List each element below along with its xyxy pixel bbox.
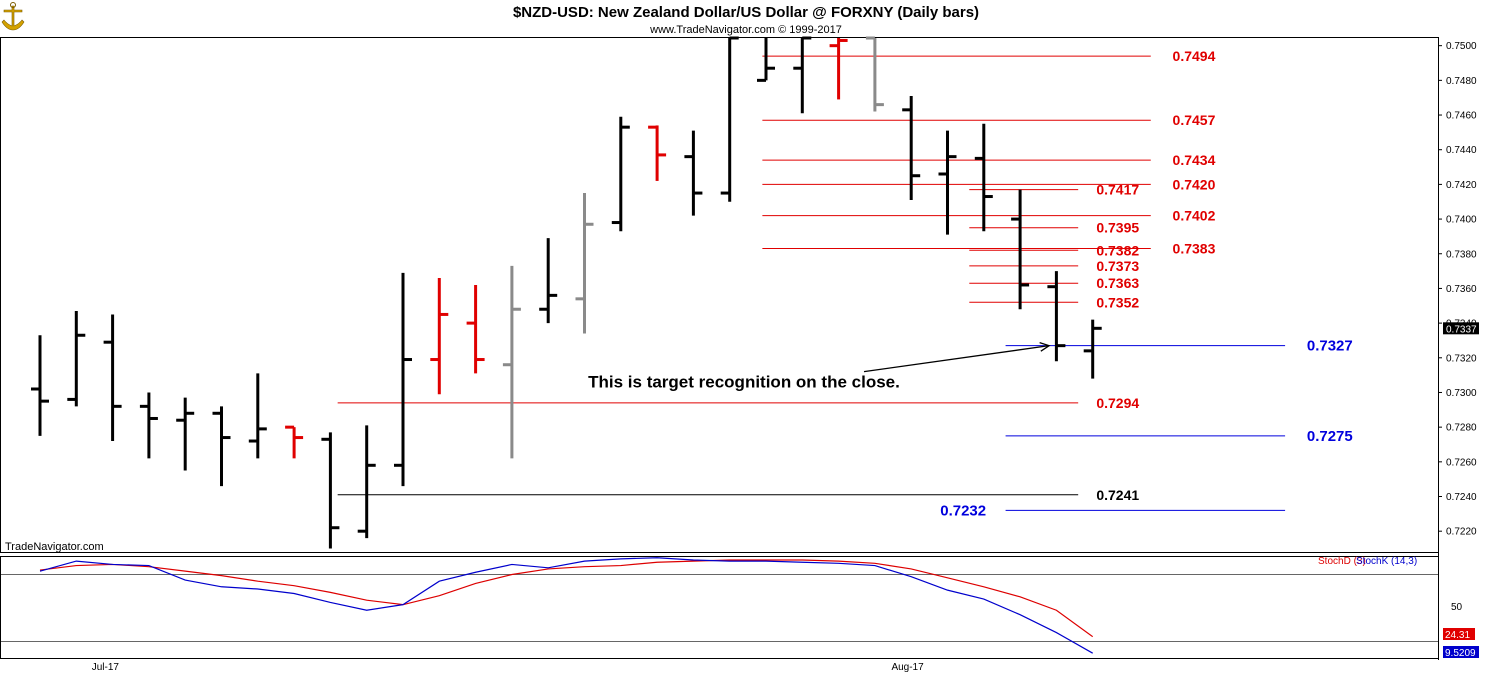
ohlc-bar <box>430 278 449 395</box>
price-axis: 0.7500 0.7480 0.7460 0.7440 0.7420 0.7400 0.73… <box>1438 41 1477 538</box>
stochk-line <box>39 557 1093 654</box>
y-tick-label: 0.7320 <box>1446 353 1477 364</box>
y-tick-label: 0.7440 <box>1446 145 1477 156</box>
annotation-text: This is target recognition on the close. <box>588 372 900 391</box>
level-label: 0.7241 <box>1096 487 1139 503</box>
ohlc-bar <box>829 38 848 100</box>
level-label: 0.7457 <box>1173 112 1216 128</box>
ohlc-bar <box>539 238 558 324</box>
ohlc-bar <box>466 284 485 374</box>
ohlc-bar <box>720 36 739 202</box>
watermark-text: TradeNavigator.com <box>5 541 104 553</box>
y-tick-label: 0.7220 <box>1446 527 1477 538</box>
x-axis-label: Jul-17 <box>92 662 120 673</box>
level-label: 0.7232 <box>940 502 986 519</box>
y-tick-label: 0.7480 <box>1446 76 1477 87</box>
ohlc-bar <box>1047 271 1066 362</box>
level-label: 0.7420 <box>1173 176 1216 192</box>
stochd-legend: StochD (3) <box>1318 556 1366 567</box>
y-tick-label: 0.7460 <box>1446 111 1477 122</box>
level-label: 0.7373 <box>1096 258 1139 274</box>
ohlc-bar <box>502 265 521 459</box>
ohlc-bar <box>902 95 921 200</box>
y-tick-label: 0.7260 <box>1446 457 1477 468</box>
target-levels: 0.7494 0.7457 0.7434 0.7420 0.7402 0.7383 0.74… <box>337 48 1353 519</box>
ohlc-bar <box>248 373 267 459</box>
stochk-legend: StochK (14,3) <box>1356 556 1417 567</box>
x-axis-label: Aug-17 <box>891 662 924 673</box>
logo-icon <box>1 2 25 31</box>
annotation-arrowhead <box>1039 341 1051 352</box>
last-price-value: 0.7337 <box>1446 324 1477 335</box>
ohlc-bar <box>575 193 594 334</box>
ohlc-bar <box>212 406 231 487</box>
stochastic-indicator: 50 StochD (3) StochK (14,3) 24.31 9.5209 <box>1 556 1479 659</box>
ohlc-bar <box>648 125 667 181</box>
ohlc-bar <box>394 272 412 487</box>
level-label: 0.7363 <box>1096 275 1139 291</box>
last-price-box <box>1443 322 1479 335</box>
annotation-arrow <box>863 345 1050 373</box>
price-bars <box>31 36 1102 549</box>
ohlc-bar <box>757 38 775 82</box>
ohlc-bar <box>1083 319 1102 379</box>
ohlc-bar <box>684 130 703 216</box>
stochk-value-tag <box>1443 646 1479 658</box>
level-label: 0.7383 <box>1173 241 1216 257</box>
date-axis: Jul-17 Aug-17 <box>92 662 924 673</box>
stochd-line <box>39 559 1094 638</box>
y-tick-label: 0.7280 <box>1446 423 1477 434</box>
stochastic-tick-label: 50 <box>1451 602 1463 613</box>
ohlc-bar <box>974 123 993 232</box>
last-price-tag: 0.7337 <box>1443 322 1479 335</box>
ohlc-bar <box>865 36 884 112</box>
annotation: This is target recognition on the close. <box>588 341 1051 391</box>
ohlc-bar <box>103 314 122 442</box>
y-tick-label: 0.7360 <box>1446 284 1477 295</box>
stochk-value: 9.5209 <box>1445 648 1476 659</box>
y-tick-label: 0.7420 <box>1446 180 1477 191</box>
ohlc-bar <box>139 392 158 459</box>
ohlc-bar <box>611 116 630 232</box>
level-label: 0.7327 <box>1307 338 1353 355</box>
level-label: 0.7352 <box>1096 294 1139 310</box>
ohlc-bar <box>321 432 340 549</box>
ohlc-bar <box>793 36 812 114</box>
ohlc-bar <box>31 335 49 436</box>
level-label: 0.7294 <box>1096 395 1139 411</box>
ohlc-bar <box>1011 189 1030 310</box>
y-tick-label: 0.7500 <box>1446 41 1477 52</box>
ohlc-bar <box>285 425 304 459</box>
level-label: 0.7395 <box>1096 220 1139 236</box>
level-label: 0.7417 <box>1096 182 1139 198</box>
ohlc-bar <box>67 310 86 407</box>
ohlc-bar <box>176 397 195 471</box>
level-label: 0.7434 <box>1173 152 1216 168</box>
y-tick-label: 0.7380 <box>1446 249 1477 260</box>
y-tick-label: 0.7300 <box>1446 388 1477 399</box>
stochd-value: 24.31 <box>1445 630 1470 641</box>
stochd-value-tag <box>1443 628 1475 640</box>
y-tick-label: 0.7240 <box>1446 492 1477 503</box>
level-label: 0.7402 <box>1173 208 1216 224</box>
level-label: 0.7382 <box>1096 242 1139 258</box>
ohlc-bar <box>357 425 376 539</box>
level-label: 0.7275 <box>1307 428 1353 445</box>
chart-title: $NZD-USD: New Zealand Dollar/US Dollar @… <box>513 4 979 21</box>
chart-subtitle: www.TradeNavigator.com © 1999-2017 <box>649 24 842 36</box>
level-label: 0.7494 <box>1173 48 1216 64</box>
ohlc-bar <box>938 130 957 235</box>
y-tick-label: 0.7400 <box>1446 215 1477 226</box>
